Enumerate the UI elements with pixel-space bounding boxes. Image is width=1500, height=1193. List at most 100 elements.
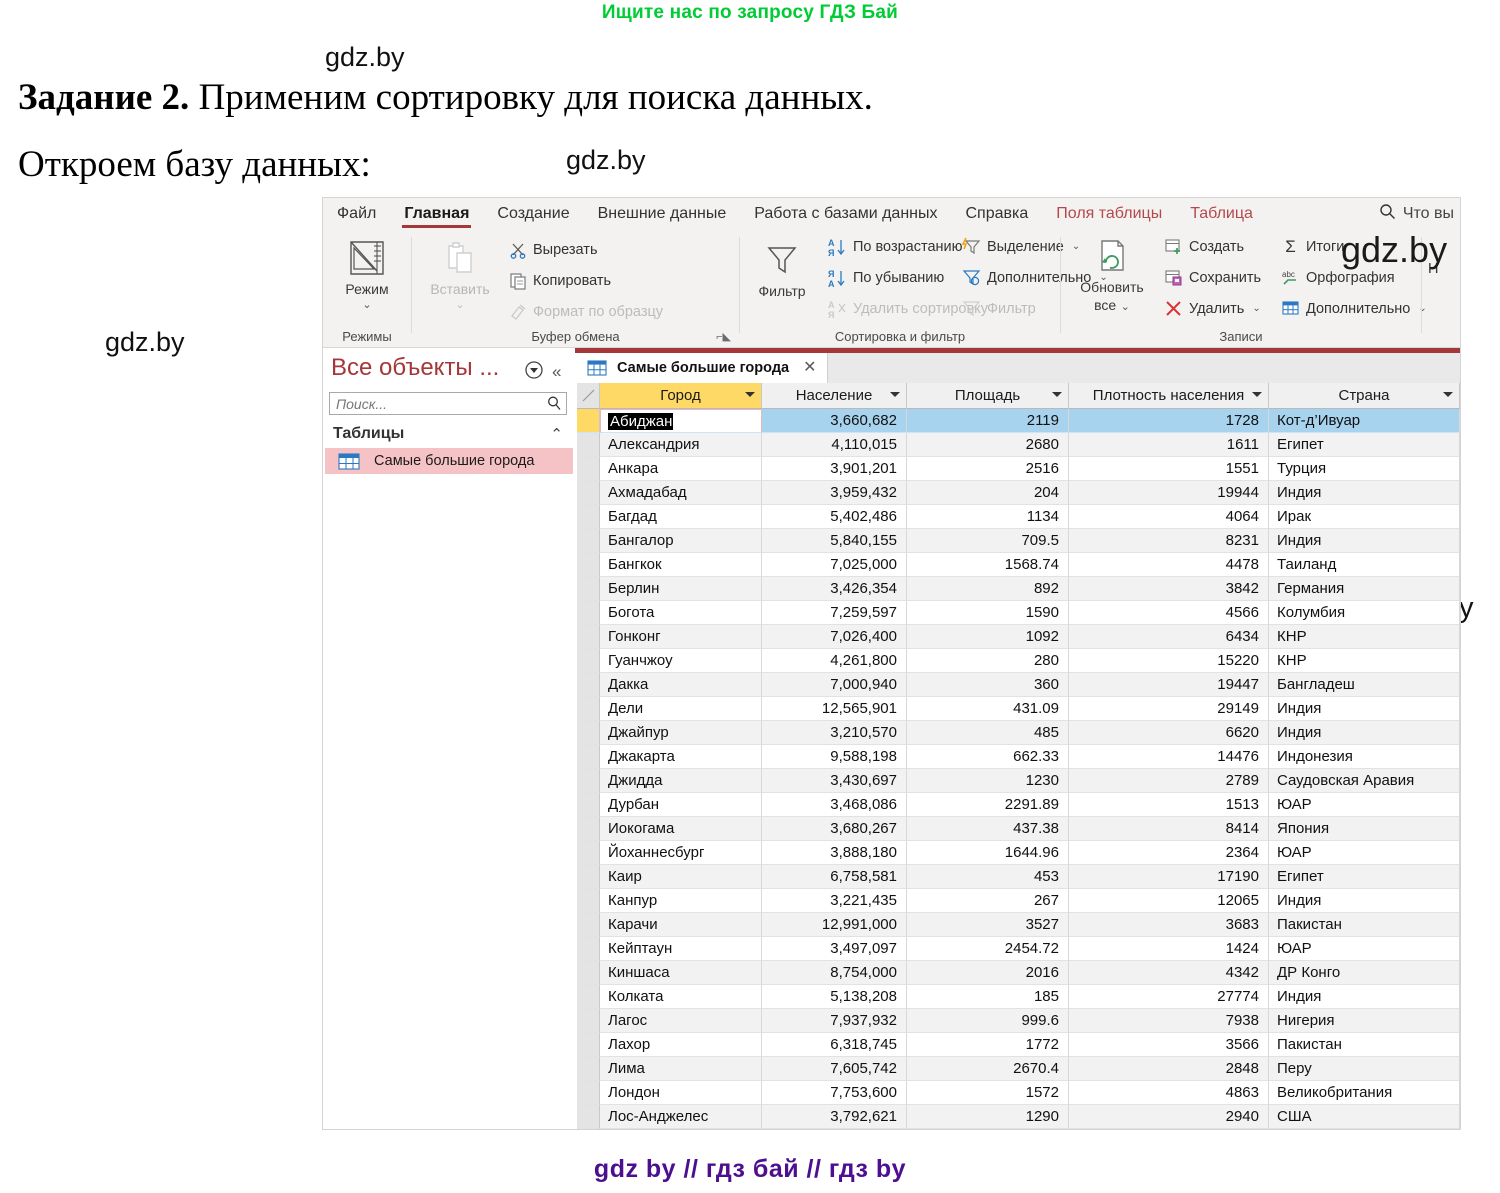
cell-density[interactable]: 2789 — [1069, 769, 1269, 793]
cell-area[interactable]: 2670.4 — [907, 1057, 1069, 1081]
chevron-down-icon[interactable] — [890, 392, 900, 397]
record-selector[interactable] — [577, 769, 600, 793]
cell-population[interactable]: 3,792,621 — [762, 1105, 907, 1129]
cell-city[interactable]: Багдад — [600, 505, 762, 529]
record-selector[interactable] — [577, 1033, 600, 1057]
cell-area[interactable]: 662.33 — [907, 745, 1069, 769]
spelling-button[interactable]: abc Орфография — [1281, 268, 1395, 287]
record-selector[interactable] — [577, 817, 600, 841]
cell-population[interactable]: 7,025,000 — [762, 553, 907, 577]
ribbon-tab-create[interactable]: Создание — [497, 205, 570, 222]
table-row[interactable]: Абиджан 3,660,682 2119 1728 Кот-д’Ивуар — [577, 409, 1460, 433]
tell-me-search[interactable]: Что вы — [1379, 198, 1454, 229]
cell-area[interactable]: 709.5 — [907, 529, 1069, 553]
navigation-group-tables[interactable]: Таблицы ⌃ — [325, 422, 573, 446]
cell-country[interactable]: Саудовская Аравия — [1269, 769, 1460, 793]
cell-city[interactable]: Лондон — [600, 1081, 762, 1105]
record-selector[interactable] — [577, 409, 600, 433]
cell-city[interactable]: Иокогама — [600, 817, 762, 841]
table-row[interactable]: Джидда 3,430,697 1230 2789 Саудовская Аравия — [577, 769, 1460, 793]
cell-city[interactable]: Канпур — [600, 889, 762, 913]
record-selector[interactable] — [577, 721, 600, 745]
cell-area[interactable]: 2516 — [907, 457, 1069, 481]
table-row[interactable]: Дакка 7,000,940 360 19447 Бангладеш — [577, 673, 1460, 697]
column-header-city[interactable]: Город — [600, 383, 762, 409]
cell-population[interactable]: 4,110,015 — [762, 433, 907, 457]
cell-area[interactable]: 437.38 — [907, 817, 1069, 841]
table-row[interactable]: Анкара 3,901,201 2516 1551 Турция — [577, 457, 1460, 481]
cell-density[interactable]: 1513 — [1069, 793, 1269, 817]
table-row[interactable]: Лахор 6,318,745 1772 3566 Пакистан — [577, 1033, 1460, 1057]
record-selector[interactable] — [577, 577, 600, 601]
cell-city[interactable]: Киншаса — [600, 961, 762, 985]
cell-country[interactable]: ЮАР — [1269, 841, 1460, 865]
cell-population[interactable]: 3,959,432 — [762, 481, 907, 505]
cell-population[interactable]: 3,901,201 — [762, 457, 907, 481]
paste-button[interactable]: Вставить ⌄ — [424, 235, 496, 311]
cell-population[interactable]: 7,259,597 — [762, 601, 907, 625]
chevron-up-icon[interactable]: ⌃ — [550, 426, 563, 443]
record-selector[interactable] — [577, 745, 600, 769]
ribbon-tab-table[interactable]: Таблица — [1190, 205, 1253, 222]
cell-city[interactable]: Карачи — [600, 913, 762, 937]
cut-button[interactable]: Вырезать — [508, 240, 598, 259]
cell-country[interactable]: Индия — [1269, 697, 1460, 721]
navigation-search-box[interactable]: Поиск... — [329, 392, 567, 415]
record-selector[interactable] — [577, 649, 600, 673]
table-row[interactable]: Ахмадабад 3,959,432 204 19944 Индия — [577, 481, 1460, 505]
record-selector[interactable] — [577, 841, 600, 865]
cell-density[interactable]: 2848 — [1069, 1057, 1269, 1081]
table-row[interactable]: Лондон 7,753,600 1572 4863 Великобритания — [577, 1081, 1460, 1105]
cell-population[interactable]: 6,318,745 — [762, 1033, 907, 1057]
cell-city[interactable]: Джидда — [600, 769, 762, 793]
view-button[interactable]: Режим ⌄ — [331, 235, 403, 311]
cell-city[interactable]: Гуанчжоу — [600, 649, 762, 673]
cell-population[interactable]: 12,565,901 — [762, 697, 907, 721]
cell-area[interactable]: 999.6 — [907, 1009, 1069, 1033]
table-row[interactable]: Лагос 7,937,932 999.6 7938 Нигерия — [577, 1009, 1460, 1033]
table-row[interactable]: Колката 5,138,208 185 27774 Индия — [577, 985, 1460, 1009]
cell-area[interactable]: 2454.72 — [907, 937, 1069, 961]
table-row[interactable]: Лос-Анджелес 3,792,621 1290 2940 США — [577, 1105, 1460, 1129]
cell-population[interactable]: 7,605,742 — [762, 1057, 907, 1081]
find-button[interactable]: Н — [1428, 261, 1438, 277]
cell-density[interactable]: 4566 — [1069, 601, 1269, 625]
chevron-down-icon[interactable]: ⌄ — [1252, 303, 1261, 314]
cell-country[interactable]: Индия — [1269, 889, 1460, 913]
cell-population[interactable]: 7,026,400 — [762, 625, 907, 649]
cell-city[interactable]: Берлин — [600, 577, 762, 601]
cell-population[interactable]: 3,680,267 — [762, 817, 907, 841]
cell-city[interactable]: Кейптаун — [600, 937, 762, 961]
cell-country[interactable]: Германия — [1269, 577, 1460, 601]
cell-area[interactable]: 2680 — [907, 433, 1069, 457]
cell-density[interactable]: 19944 — [1069, 481, 1269, 505]
cell-city[interactable]: Каир — [600, 865, 762, 889]
cell-country[interactable]: Индонезия — [1269, 745, 1460, 769]
close-icon[interactable]: ✕ — [803, 359, 817, 376]
table-row[interactable]: Гонконг 7,026,400 1092 6434 КНР — [577, 625, 1460, 649]
cell-city[interactable]: Гонконг — [600, 625, 762, 649]
cell-city[interactable]: Дели — [600, 697, 762, 721]
cell-city[interactable]: Лахор — [600, 1033, 762, 1057]
cell-area[interactable]: 1772 — [907, 1033, 1069, 1057]
cell-country[interactable]: Пакистан — [1269, 913, 1460, 937]
chevron-down-icon[interactable] — [1443, 392, 1453, 397]
cell-population[interactable]: 4,261,800 — [762, 649, 907, 673]
cell-density[interactable]: 19447 — [1069, 673, 1269, 697]
cell-density[interactable]: 27774 — [1069, 985, 1269, 1009]
cell-country[interactable]: ДР Конго — [1269, 961, 1460, 985]
cell-city[interactable]: Александрия — [600, 433, 762, 457]
cell-city[interactable]: Йоханнесбург — [600, 841, 762, 865]
cell-area[interactable]: 1230 — [907, 769, 1069, 793]
cell-area[interactable]: 360 — [907, 673, 1069, 697]
advanced-filter-button[interactable]: Дополнительно ⌄ — [962, 268, 1108, 287]
cell-country[interactable]: Япония — [1269, 817, 1460, 841]
cell-country[interactable]: ЮАР — [1269, 793, 1460, 817]
cell-country[interactable]: Бангладеш — [1269, 673, 1460, 697]
cell-density[interactable]: 17190 — [1069, 865, 1269, 889]
table-row[interactable]: Кейптаун 3,497,097 2454.72 1424 ЮАР — [577, 937, 1460, 961]
chevron-down-icon[interactable]: ⌄ — [1071, 241, 1081, 252]
cell-population[interactable]: 5,402,486 — [762, 505, 907, 529]
